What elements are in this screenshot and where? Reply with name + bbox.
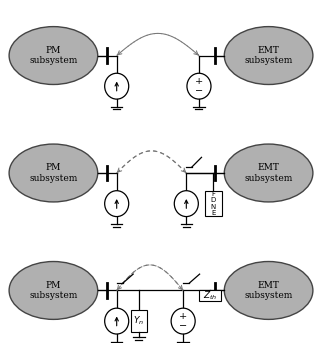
Ellipse shape — [224, 262, 313, 319]
Bar — [204, 191, 222, 216]
Text: (b): (b) — [11, 168, 26, 178]
Bar — [131, 310, 147, 332]
Ellipse shape — [224, 27, 313, 84]
Text: PM
subsystem: PM subsystem — [29, 46, 78, 65]
Ellipse shape — [224, 144, 313, 202]
Bar — [199, 290, 221, 301]
Text: PM
subsystem: PM subsystem — [29, 163, 78, 183]
Ellipse shape — [9, 27, 98, 84]
Circle shape — [105, 73, 129, 99]
Text: +: + — [195, 77, 203, 86]
Text: PM
subsystem: PM subsystem — [29, 281, 78, 300]
Text: EMT
subsystem: EMT subsystem — [244, 46, 293, 65]
Circle shape — [171, 308, 195, 334]
Text: (c): (c) — [11, 285, 26, 295]
Ellipse shape — [9, 144, 98, 202]
Text: $Z_{th}$: $Z_{th}$ — [203, 290, 217, 302]
Ellipse shape — [9, 262, 98, 319]
Circle shape — [174, 191, 198, 217]
Text: EMT
subsystem: EMT subsystem — [244, 163, 293, 183]
Text: +: + — [179, 312, 187, 321]
Circle shape — [187, 73, 211, 99]
Text: (a): (a) — [11, 51, 26, 61]
Text: F
D
N
E: F D N E — [211, 191, 216, 216]
Text: −: − — [195, 86, 203, 95]
Text: $Y_n$: $Y_n$ — [133, 315, 144, 327]
Circle shape — [105, 308, 129, 334]
Text: EMT
subsystem: EMT subsystem — [244, 281, 293, 300]
Text: −: − — [179, 321, 187, 330]
Circle shape — [105, 191, 129, 217]
